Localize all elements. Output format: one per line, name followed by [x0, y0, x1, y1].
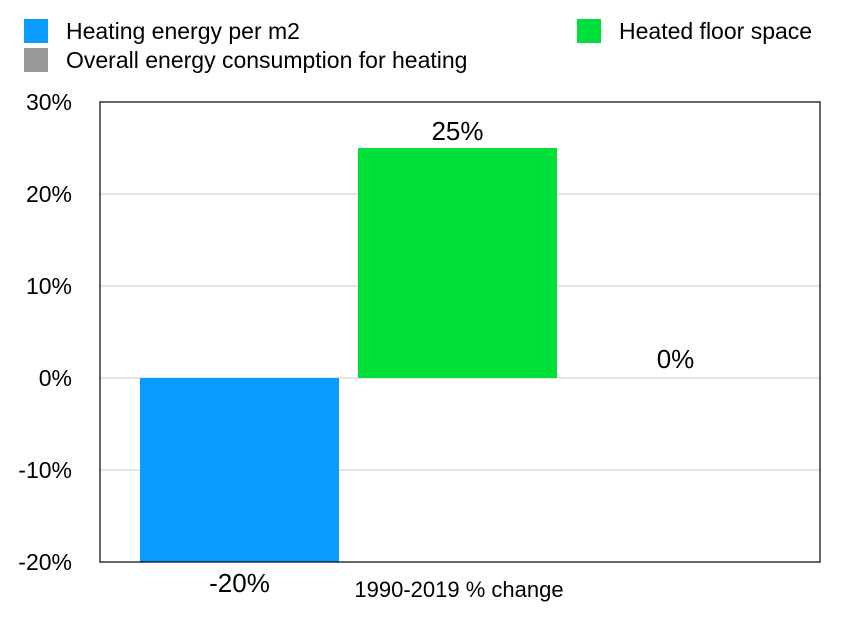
y-axis-ticks: 30% 20% 10% 0% -10% -20%	[18, 89, 72, 575]
y-tick-label: -10%	[18, 457, 72, 483]
y-tick-label: 10%	[26, 273, 72, 299]
bar	[358, 148, 557, 378]
legend-swatch	[577, 19, 601, 43]
legend-swatch	[24, 48, 48, 72]
plot-frame	[99, 101, 821, 563]
x-axis-label: 1990-2019 % change	[354, 577, 563, 602]
bar	[140, 378, 339, 562]
legend: Heating energy per m2 Heated floor space O…	[24, 18, 812, 73]
data-label: -20%	[209, 568, 270, 598]
legend-label: Heated floor space	[619, 18, 812, 44]
y-tick-label: 20%	[26, 181, 72, 207]
data-label: 25%	[431, 116, 483, 146]
legend-label: Heating energy per m2	[66, 18, 300, 44]
y-tick-label: 30%	[26, 89, 72, 115]
y-tick-label: 0%	[39, 365, 72, 391]
bars	[140, 148, 557, 562]
data-labels: -20% 25% 0%	[209, 116, 694, 598]
legend-swatch	[24, 19, 48, 43]
legend-label: Overall energy consumption for heating	[66, 47, 467, 73]
y-tick-label: -20%	[18, 549, 72, 575]
data-label: 0%	[657, 344, 695, 374]
